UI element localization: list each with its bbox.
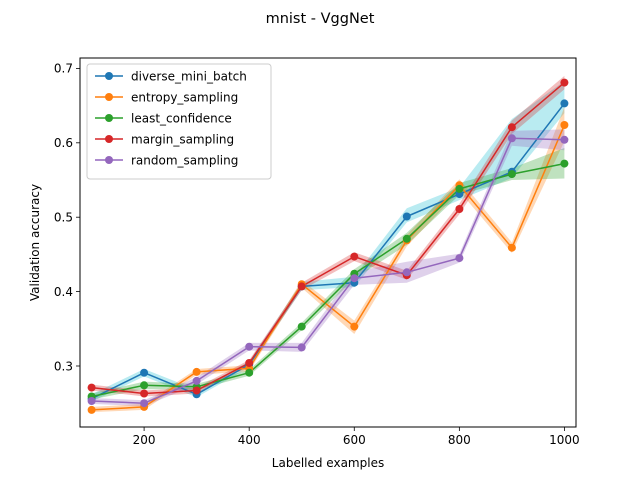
chart-title: mnist - VggNet	[266, 11, 375, 27]
data-point-random_sampling	[140, 399, 149, 408]
data-point-random_sampling	[245, 342, 254, 351]
legend-marker-margin_sampling	[105, 135, 113, 143]
legend-label-diverse_mini_batch: diverse_mini_batch	[131, 69, 247, 83]
data-point-entropy_sampling	[192, 367, 201, 376]
legend-marker-least_confidence	[105, 114, 113, 122]
series-line-entropy_sampling	[91, 124, 566, 411]
data-point-random_sampling	[297, 343, 306, 352]
data-point-margin_sampling	[297, 282, 306, 291]
y-axis-ticks: 0.3 0.4 0.5 0.6 0.7	[54, 62, 80, 373]
plot-area-frame	[79, 57, 577, 428]
legend-marker-entropy_sampling	[105, 93, 113, 101]
y-tick-label: 0.6	[54, 136, 73, 150]
y-tick-label: 0.7	[54, 62, 73, 76]
data-point-margin_sampling	[140, 389, 149, 398]
data-point-random_sampling	[402, 268, 411, 277]
chart-legend: diverse_mini_batch entropy_sampling least_…	[86, 63, 272, 180]
data-point-least_confidence	[560, 159, 569, 168]
data-point-margin_sampling	[560, 78, 569, 87]
x-tick-label: 800	[448, 433, 471, 447]
series-line-random_sampling	[91, 137, 565, 404]
data-point-least_confidence	[140, 381, 149, 390]
legend-label-least_confidence: least_confidence	[131, 111, 232, 125]
x-axis-label: Labelled examples	[272, 456, 384, 470]
data-point-diverse_mini_batch	[402, 212, 411, 221]
y-axis-label: Validation accuracy	[28, 184, 42, 301]
legend-label-random_sampling: random_sampling	[131, 153, 238, 167]
legend-marker-random_sampling	[105, 156, 113, 164]
data-point-random_sampling	[87, 397, 96, 405]
series-markers	[87, 78, 569, 414]
series-line-least_confidence	[91, 162, 565, 398]
data-point-entropy_sampling	[560, 121, 569, 129]
data-point-least_confidence	[402, 234, 411, 243]
legend-label-entropy_sampling: entropy_sampling	[131, 90, 238, 104]
data-point-random_sampling	[455, 254, 464, 263]
data-point-random_sampling	[560, 135, 569, 144]
data-point-random_sampling	[192, 376, 201, 385]
data-point-diverse_mini_batch	[140, 368, 149, 377]
x-tick-label: 600	[343, 433, 366, 447]
data-point-margin_sampling	[350, 252, 359, 261]
y-tick-label: 0.4	[54, 285, 73, 299]
x-tick-label: 1000	[549, 433, 580, 447]
y-tick-label: 0.5	[54, 211, 73, 225]
data-point-diverse_mini_batch	[560, 99, 569, 108]
data-point-least_confidence	[507, 170, 516, 179]
series-line-diverse_mini_batch	[91, 102, 565, 400]
data-point-least_confidence	[245, 368, 254, 377]
x-tick-label: 200	[133, 433, 156, 447]
data-point-random_sampling	[350, 274, 359, 283]
legend-box	[86, 63, 272, 180]
data-point-least_confidence	[297, 322, 306, 331]
data-point-margin_sampling	[87, 383, 96, 392]
legend-marker-diverse_mini_batch	[105, 72, 113, 80]
data-point-least_confidence	[455, 184, 464, 193]
data-point-margin_sampling	[507, 123, 516, 132]
data-point-margin_sampling	[245, 359, 254, 367]
y-tick-label: 0.3	[54, 359, 73, 373]
series-lines	[91, 82, 566, 411]
data-point-random_sampling	[507, 134, 516, 143]
x-axis-ticks: 200 400 600 800 1000	[133, 427, 580, 447]
legend-label-margin_sampling: margin_sampling	[131, 132, 234, 146]
x-tick-label: 400	[238, 433, 261, 447]
data-point-margin_sampling	[192, 386, 201, 395]
data-point-entropy_sampling	[87, 405, 96, 414]
data-point-entropy_sampling	[507, 243, 516, 252]
data-point-entropy_sampling	[350, 322, 359, 331]
data-point-margin_sampling	[455, 205, 464, 213]
